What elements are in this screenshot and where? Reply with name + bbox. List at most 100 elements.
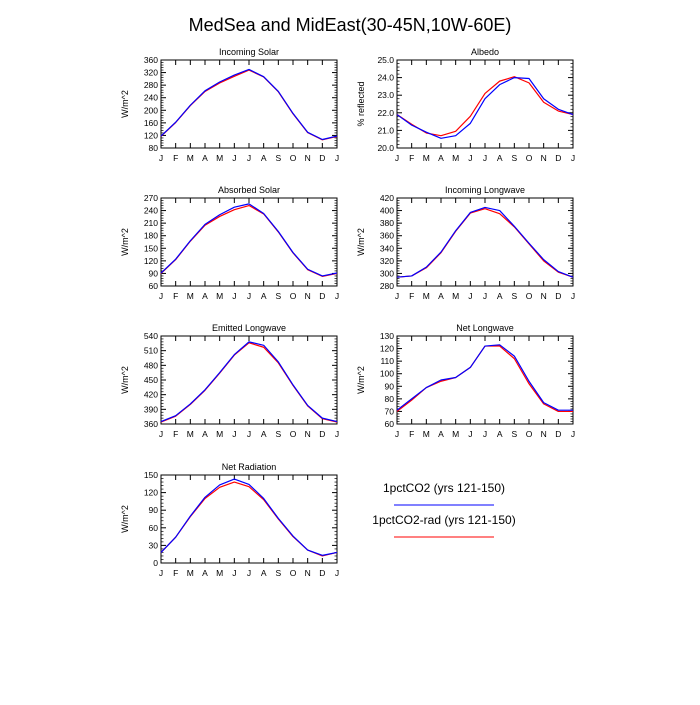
panel-incoming-solar: Incoming Solar W/m^2 80 120 160 200 240 280 320 3… <box>120 47 339 163</box>
ytick-label-absorbed-solar: 120 <box>144 256 158 266</box>
xtick-label-albedo: N <box>541 153 547 163</box>
xtick-label-albedo: M <box>452 153 459 163</box>
xtick-label-albedo: J <box>483 153 487 163</box>
xtick-label-incoming-longwave: A <box>497 291 503 301</box>
panel-frame-incoming-solar <box>160 59 338 149</box>
panel-ylabel-albedo: % reflected <box>356 81 366 126</box>
xtick-label-incoming-longwave: D <box>555 291 561 301</box>
panels: Incoming Solar W/m^2 80 120 160 200 240 280 320 3… <box>120 47 575 578</box>
xtick-label-net-longwave: M <box>423 429 430 439</box>
legend-label-1pctco2-rad: 1pctCO2-rad (yrs 121-150) <box>372 513 515 527</box>
ytick-label-emitted-longwave: 480 <box>144 360 158 370</box>
xtick-label-net-longwave: M <box>452 429 459 439</box>
xtick-label-absorbed-solar: F <box>173 291 178 301</box>
xtick-label-emitted-longwave: M <box>187 429 194 439</box>
xtick-label-net-radiation: J <box>232 568 236 578</box>
xtick-label-albedo: S <box>511 153 517 163</box>
xtick-label-incoming-solar: J <box>247 153 251 163</box>
ytick-label-albedo: 23.0 <box>377 90 394 100</box>
xtick-label-albedo: A <box>438 153 444 163</box>
panel-ylabel-incoming-solar: W/m^2 <box>120 90 130 118</box>
xtick-label-net-longwave: A <box>438 429 444 439</box>
xtick-label-incoming-longwave: J <box>571 291 575 301</box>
xtick-label-absorbed-solar: A <box>202 291 208 301</box>
xtick-label-albedo: M <box>423 153 430 163</box>
ytick-label-albedo: 22.0 <box>377 108 394 118</box>
ytick-label-net-longwave: 130 <box>380 331 394 341</box>
xtick-label-net-radiation: J <box>335 568 339 578</box>
xtick-label-emitted-longwave: M <box>216 429 223 439</box>
xtick-label-absorbed-solar: O <box>290 291 297 301</box>
xtick-label-incoming-longwave: O <box>526 291 533 301</box>
panel-ylabel-net-longwave: W/m^2 <box>356 366 366 394</box>
series-line-1pctco2-yrs-121-150-net-radiation <box>160 478 338 556</box>
panel-frame-net-radiation <box>160 474 338 564</box>
ytick-label-albedo: 25.0 <box>377 55 394 65</box>
xtick-label-net-longwave: J <box>395 429 399 439</box>
xtick-label-albedo: J <box>468 153 472 163</box>
xtick-label-net-radiation: S <box>275 568 281 578</box>
xtick-label-incoming-solar: M <box>216 153 223 163</box>
xtick-label-net-longwave: A <box>497 429 503 439</box>
xtick-label-net-longwave: J <box>571 429 575 439</box>
panel-ylabel-net-radiation: W/m^2 <box>120 505 130 533</box>
xtick-label-albedo: A <box>497 153 503 163</box>
series-line-1pctco2-yrs-121-150-incoming-longwave <box>396 206 574 278</box>
xtick-label-absorbed-solar: N <box>305 291 311 301</box>
series-line-1pctco2-yrs-121-150-net-longwave <box>396 344 573 411</box>
ytick-label-absorbed-solar: 150 <box>144 243 158 253</box>
panel-title-net-radiation: Net Radiation <box>222 462 277 472</box>
xtick-label-incoming-longwave: N <box>541 291 547 301</box>
ytick-label-albedo: 20.0 <box>377 143 394 153</box>
xtick-label-absorbed-solar: M <box>216 291 223 301</box>
ytick-label-emitted-longwave: 450 <box>144 375 158 385</box>
xtick-label-net-radiation: D <box>319 568 325 578</box>
panel-title-absorbed-solar: Absorbed Solar <box>218 185 280 195</box>
xtick-label-absorbed-solar: J <box>232 291 236 301</box>
ytick-label-albedo: 24.0 <box>377 73 394 83</box>
xtick-label-net-longwave: D <box>555 429 561 439</box>
xtick-label-incoming-solar: F <box>173 153 178 163</box>
xtick-label-incoming-longwave: J <box>483 291 487 301</box>
xtick-label-albedo: F <box>409 153 414 163</box>
xtick-label-incoming-solar: A <box>202 153 208 163</box>
xtick-label-incoming-solar: J <box>159 153 163 163</box>
xtick-label-incoming-solar: J <box>335 153 339 163</box>
xtick-label-absorbed-solar: M <box>187 291 194 301</box>
panel-title-emitted-longwave: Emitted Longwave <box>212 323 286 333</box>
xtick-label-incoming-longwave: M <box>423 291 430 301</box>
panel-incoming-longwave: Incoming Longwave W/m^2 280 300 320 340 360 380… <box>356 185 575 301</box>
ytick-label-incoming-longwave: 360 <box>380 231 394 241</box>
xtick-label-emitted-longwave: A <box>202 429 208 439</box>
series-line-1pctco2-rad-yrs-121-150-incoming-longwave <box>396 208 574 278</box>
ytick-label-incoming-longwave: 400 <box>380 206 394 216</box>
xtick-label-net-longwave: J <box>483 429 487 439</box>
series-line-1pctco2-rad-yrs-121-150-net-radiation <box>160 481 338 557</box>
xtick-label-net-radiation: A <box>261 568 267 578</box>
ytick-label-net-longwave: 60 <box>385 419 395 429</box>
ytick-label-incoming-solar: 320 <box>144 68 158 78</box>
ytick-label-incoming-solar: 120 <box>144 130 158 140</box>
xtick-label-emitted-longwave: F <box>173 429 178 439</box>
xtick-label-emitted-longwave: A <box>261 429 267 439</box>
series-line-1pctco2-rad-yrs-121-150-incoming-solar <box>160 69 338 141</box>
xtick-label-absorbed-solar: J <box>335 291 339 301</box>
xtick-label-absorbed-solar: J <box>247 291 251 301</box>
xtick-label-albedo: J <box>395 153 399 163</box>
xtick-label-net-radiation: A <box>202 568 208 578</box>
series-line-1pctco2-yrs-121-150-incoming-solar <box>160 68 338 141</box>
ytick-label-incoming-solar: 200 <box>144 105 158 115</box>
xtick-label-albedo: D <box>555 153 561 163</box>
ytick-label-incoming-longwave: 380 <box>380 218 394 228</box>
xtick-label-net-radiation: M <box>216 568 223 578</box>
xtick-label-incoming-solar: A <box>261 153 267 163</box>
xtick-label-incoming-solar: M <box>187 153 194 163</box>
xtick-label-incoming-solar: D <box>319 153 325 163</box>
ytick-label-net-radiation: 60 <box>149 523 159 533</box>
ytick-label-net-radiation: 0 <box>153 558 158 568</box>
series-line-1pctco2-rad-yrs-121-150-albedo <box>396 76 574 137</box>
ytick-label-net-radiation: 120 <box>144 488 158 498</box>
